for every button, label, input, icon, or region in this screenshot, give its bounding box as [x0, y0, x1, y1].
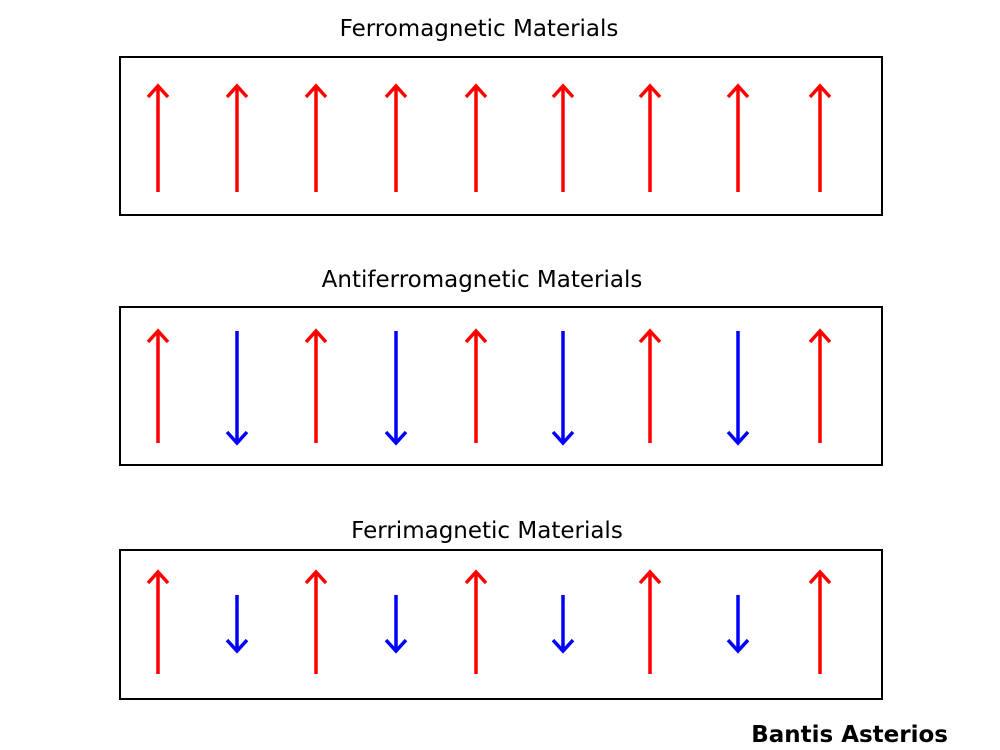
ferromagnetic-panel	[119, 56, 883, 216]
spin-arrow-up	[638, 83, 662, 192]
arrow-up-icon	[146, 83, 170, 99]
arrow-up-icon	[638, 569, 662, 585]
arrow-up-icon	[304, 569, 328, 585]
arrow-up-icon	[304, 328, 328, 344]
arrow-down-icon	[726, 430, 750, 446]
antiferromagnetic-title: Antiferromagnetic Materials	[322, 267, 643, 293]
spin-arrow-down	[551, 594, 575, 654]
spin-arrow-down	[384, 331, 408, 446]
spin-arrow-up	[808, 83, 832, 192]
spin-arrow-up	[808, 569, 832, 674]
spin-arrow-up	[464, 83, 488, 192]
arrow-up-icon	[304, 83, 328, 99]
arrow-down-icon	[225, 638, 249, 654]
spin-arrow-up	[304, 83, 328, 192]
spin-arrow-up	[464, 569, 488, 674]
spin-arrow-up	[146, 569, 170, 674]
arrow-up-icon	[808, 569, 832, 585]
arrow-up-icon	[638, 83, 662, 99]
ferromagnetic-title: Ferromagnetic Materials	[340, 16, 619, 42]
arrow-up-icon	[146, 569, 170, 585]
spin-arrow-up	[225, 83, 249, 192]
spin-arrow-up	[726, 83, 750, 192]
spin-arrow-up	[638, 569, 662, 674]
arrow-up-icon	[726, 83, 750, 99]
antiferromagnetic-panel	[119, 306, 883, 466]
arrow-up-icon	[464, 328, 488, 344]
arrow-up-icon	[146, 328, 170, 344]
arrow-down-icon	[551, 430, 575, 446]
spin-arrow-down	[726, 331, 750, 446]
arrow-down-icon	[384, 638, 408, 654]
ferrimagnetic-spin-row	[146, 569, 832, 674]
spin-arrow-up	[808, 328, 832, 443]
spin-arrow-down	[225, 594, 249, 654]
arrow-up-icon	[464, 569, 488, 585]
spin-arrow-up	[146, 83, 170, 192]
arrow-up-icon	[464, 83, 488, 99]
spin-arrow-down	[726, 594, 750, 654]
spin-arrow-down	[551, 331, 575, 446]
ferrimagnetic-panel	[119, 549, 883, 700]
spin-arrow-up	[384, 83, 408, 192]
arrow-down-icon	[551, 638, 575, 654]
arrow-up-icon	[551, 83, 575, 99]
arrow-up-icon	[638, 328, 662, 344]
spin-arrow-up	[146, 328, 170, 443]
arrow-down-icon	[384, 430, 408, 446]
spin-arrow-up	[304, 569, 328, 674]
arrow-up-icon	[225, 83, 249, 99]
arrow-up-icon	[384, 83, 408, 99]
arrow-down-icon	[726, 638, 750, 654]
spin-arrow-up	[304, 328, 328, 443]
spin-arrow-up	[551, 83, 575, 192]
spin-arrow-down	[384, 594, 408, 654]
ferrimagnetic-title: Ferrimagnetic Materials	[351, 518, 623, 544]
antiferromagnetic-spin-row	[146, 328, 832, 446]
arrow-up-icon	[808, 328, 832, 344]
arrow-down-icon	[225, 430, 249, 446]
author-credit: Bantis Asterios	[751, 722, 948, 748]
spin-arrow-up	[638, 328, 662, 443]
spin-arrow-down	[225, 331, 249, 446]
arrow-up-icon	[808, 83, 832, 99]
ferromagnetic-spin-row	[146, 83, 832, 192]
spin-arrow-up	[464, 328, 488, 443]
